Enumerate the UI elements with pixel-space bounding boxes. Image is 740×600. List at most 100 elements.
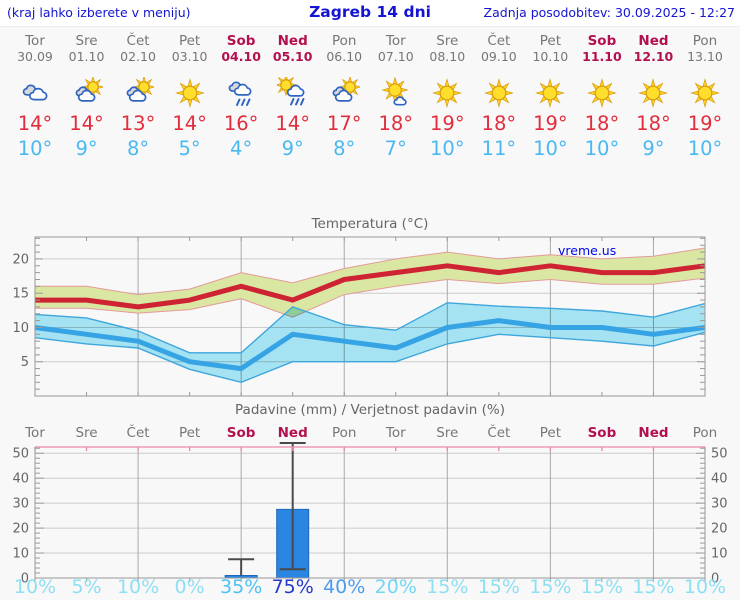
sunny-icon bbox=[535, 78, 566, 108]
low-temp: 4° bbox=[230, 137, 253, 160]
high-temp: 18° bbox=[378, 112, 414, 135]
day-date: 06.10 bbox=[326, 49, 363, 64]
day-date: 10.10 bbox=[532, 49, 569, 64]
svg-text:40: 40 bbox=[12, 472, 29, 487]
svg-text:20: 20 bbox=[711, 522, 728, 537]
page-title: Zagreb 14 dni bbox=[309, 3, 431, 21]
forecast-day-column: Pon 13.10 19° 10° bbox=[679, 28, 731, 161]
svg-text:30: 30 bbox=[711, 497, 728, 512]
high-temp: 18° bbox=[584, 112, 620, 135]
location-menu-hint: (kraj lahko izberete v meniju) bbox=[7, 5, 191, 20]
svg-text:20: 20 bbox=[12, 522, 29, 537]
precip-day-label: Pet bbox=[539, 425, 561, 441]
precip-probability: 40% bbox=[323, 576, 366, 598]
low-temp: 5° bbox=[178, 137, 201, 160]
sunny-icon bbox=[587, 78, 617, 108]
low-temp: 11° bbox=[481, 137, 517, 160]
precip-probability: 15% bbox=[426, 576, 469, 598]
forecast-day-column: Pet 10.10 19° 10° bbox=[524, 28, 576, 161]
day-name: Sob bbox=[587, 33, 617, 49]
forecast-day-column: Ned 05.10 14° 9° bbox=[267, 28, 319, 161]
temperature-chart-block: Temperatura (°C) 5 10 15 20 vreme.us bbox=[0, 214, 740, 400]
high-temp: 18° bbox=[481, 112, 517, 135]
high-temp: 14° bbox=[17, 112, 53, 135]
forecast-day-column: Sob 04.10 16° 4° bbox=[215, 28, 267, 161]
high-temp: 13° bbox=[120, 112, 156, 135]
precipitation-chart-title: Padavine (mm) / Verjetnost padavin (%) bbox=[235, 402, 505, 418]
forecast-day-column: Čet 09.10 18° 11° bbox=[473, 28, 525, 161]
high-temp: 14° bbox=[69, 112, 104, 135]
precip-day-label: Sre bbox=[75, 425, 98, 441]
precip-day-label: Tor bbox=[385, 425, 406, 441]
header-bar: (kraj lahko izberete v meniju) Zagreb 14… bbox=[0, 0, 740, 27]
sunny-icon bbox=[638, 78, 669, 108]
day-date: 05.10 bbox=[272, 49, 313, 64]
day-name: Čet bbox=[487, 33, 511, 49]
svg-text:50: 50 bbox=[711, 447, 728, 462]
forecast-day-column: Sre 01.10 14° 9° bbox=[61, 28, 113, 161]
low-temp: 10° bbox=[17, 137, 53, 160]
high-temp: 19° bbox=[430, 112, 465, 135]
high-temp: 17° bbox=[326, 112, 362, 135]
rain-icon bbox=[228, 81, 252, 106]
precip-day-label: Čet bbox=[126, 425, 150, 441]
partly-sunny-icon bbox=[332, 77, 361, 102]
day-name: Čet bbox=[126, 33, 150, 49]
mostly-sunny-icon bbox=[381, 77, 409, 106]
day-date: 13.10 bbox=[687, 49, 723, 64]
low-temp: 9° bbox=[642, 137, 665, 160]
low-temp: 9° bbox=[75, 137, 98, 160]
precip-probability: 10% bbox=[13, 576, 57, 598]
sun-rain-icon bbox=[276, 77, 305, 106]
forecast-day-column: Sob 11.10 18° 10° bbox=[576, 28, 628, 161]
svg-text:10: 10 bbox=[12, 547, 29, 562]
low-temp: 10° bbox=[533, 137, 568, 160]
temperature-chart-title: Temperatura (°C) bbox=[311, 216, 429, 232]
day-date: 03.10 bbox=[171, 49, 208, 64]
day-name: Tor bbox=[385, 33, 406, 49]
precip-probability: 15% bbox=[580, 576, 624, 598]
low-temp: 10° bbox=[584, 137, 620, 160]
precip-day-label: Sob bbox=[587, 425, 617, 441]
svg-text:15: 15 bbox=[12, 287, 29, 302]
forecast-day-column: Pet 03.10 14° 5° bbox=[164, 28, 216, 161]
precip-day-label: Pon bbox=[331, 425, 357, 441]
day-name: Sob bbox=[226, 33, 256, 49]
day-name: Sre bbox=[75, 33, 98, 49]
precip-day-label: Pet bbox=[178, 425, 201, 441]
precip-probability: 10% bbox=[683, 576, 727, 598]
day-name: Ned bbox=[277, 33, 308, 49]
precip-probability: 5% bbox=[71, 576, 102, 598]
precip-probability: 35% bbox=[220, 576, 263, 598]
day-name: Pet bbox=[539, 33, 561, 49]
high-temp: 14° bbox=[172, 112, 207, 135]
watermark-link[interactable]: vreme.us bbox=[558, 243, 617, 258]
precip-day-label: Ned bbox=[277, 425, 308, 441]
high-temp: 19° bbox=[533, 112, 568, 135]
precip-probability: 15% bbox=[529, 576, 572, 598]
high-temp: 18° bbox=[636, 112, 671, 135]
forecast-day-column: Sre 08.10 19° 10° bbox=[421, 28, 473, 161]
day-date: 12.10 bbox=[633, 49, 674, 64]
high-temp: 14° bbox=[275, 112, 310, 135]
partly-sunny-icon bbox=[75, 77, 103, 102]
day-name: Pet bbox=[178, 33, 201, 49]
day-date: 07.10 bbox=[377, 49, 414, 64]
precip-day-label: Sob bbox=[226, 425, 256, 441]
day-name: Sre bbox=[436, 33, 459, 49]
day-date: 04.10 bbox=[221, 49, 261, 64]
forecast-day-column: Tor 30.09 14° 10° bbox=[9, 28, 61, 161]
precip-day-label: Sre bbox=[436, 425, 459, 441]
sunny-icon bbox=[432, 78, 463, 108]
day-date: 08.10 bbox=[429, 49, 466, 64]
precip-probability: 0% bbox=[174, 576, 205, 598]
precip-probability: 75% bbox=[271, 576, 314, 598]
sunny-icon bbox=[484, 78, 514, 108]
day-name: Tor bbox=[25, 33, 45, 49]
precip-day-label: Tor bbox=[25, 425, 45, 441]
precipitation-chart: 0 0 10 10 20 20 30 30 40 40 50 50 bbox=[12, 442, 728, 587]
last-update-text: Zadnja posodobitev: 30.09.2025 - 12:27 bbox=[483, 5, 735, 20]
forecast-day-column: Tor 07.10 18° 7° bbox=[370, 28, 422, 161]
svg-text:0: 0 bbox=[21, 572, 29, 587]
